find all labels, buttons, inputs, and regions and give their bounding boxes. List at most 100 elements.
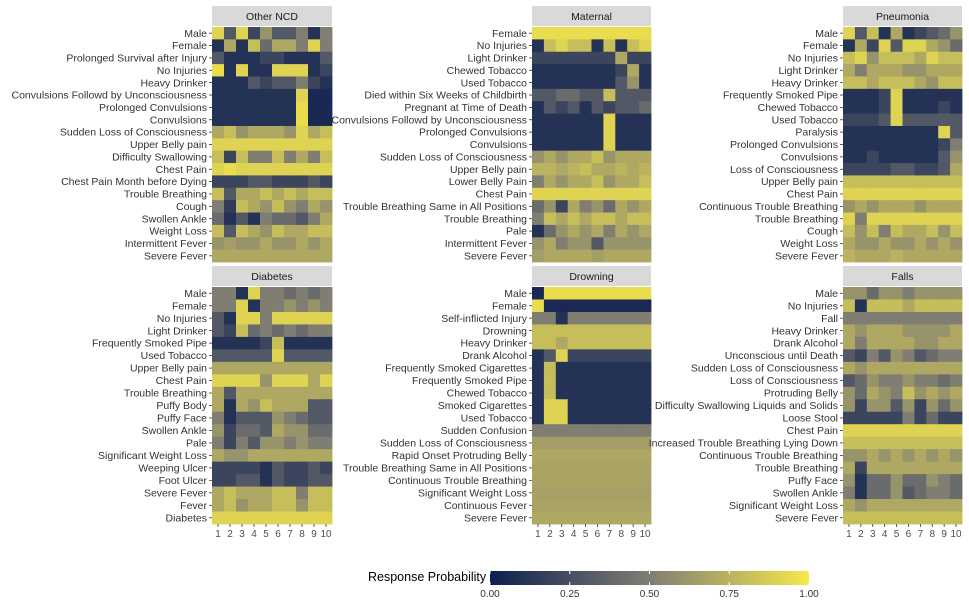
heatmap-cell — [603, 474, 616, 487]
heatmap-cell — [938, 27, 951, 40]
heatmap-cell — [284, 486, 297, 500]
heatmap-cell — [615, 336, 628, 350]
heatmap-cell — [543, 200, 557, 213]
heatmap-cell — [854, 461, 868, 475]
heatmap-cell — [627, 187, 640, 201]
heatmap-cell — [248, 237, 261, 251]
heatmap-cell — [950, 336, 963, 350]
heatmap-cell — [950, 349, 963, 363]
heatmap-cell — [890, 212, 903, 226]
heatmap-cell — [878, 113, 891, 127]
row-label: Unconscious until Death — [725, 350, 838, 362]
heatmap-cell — [615, 175, 628, 189]
row-label: Light Drinker — [467, 53, 527, 65]
heatmap-cell — [224, 324, 237, 338]
heatmap-cell — [902, 76, 915, 90]
heatmap-cell — [843, 175, 856, 189]
heatmap-cell — [950, 76, 963, 90]
heatmap-cell — [212, 138, 225, 152]
heatmap-cell — [878, 88, 891, 102]
heatmap-cell — [567, 138, 580, 152]
heatmap-cell — [567, 374, 580, 388]
row-label: Self-inflicted Injury — [441, 313, 528, 325]
heatmap-cell — [890, 449, 903, 463]
heatmap-cell — [248, 175, 261, 189]
heatmap-cell — [878, 386, 891, 400]
heatmap-cell — [627, 125, 640, 139]
heatmap-cell — [320, 64, 333, 77]
heatmap-cell — [914, 474, 927, 487]
heatmap-cell — [284, 311, 297, 325]
heatmap-cell — [260, 287, 273, 300]
heatmap-cell — [532, 125, 545, 139]
heatmap-cell — [224, 474, 237, 487]
heatmap-cell — [224, 299, 237, 313]
heatmap-cell — [567, 76, 580, 90]
x-tick-label: 9 — [630, 529, 636, 540]
heatmap-cell — [532, 237, 545, 251]
heatmap-cell — [854, 138, 868, 152]
heatmap-cell — [926, 88, 939, 102]
heatmap-cell — [890, 200, 903, 213]
heatmap-cell — [914, 361, 927, 375]
x-tick-label: 4 — [571, 529, 577, 540]
heatmap-cell — [926, 486, 939, 500]
heatmap-cell — [567, 349, 580, 363]
heatmap-cell — [902, 399, 915, 413]
heatmap-cell — [627, 374, 640, 388]
heatmap-cell — [938, 411, 951, 425]
heatmap-cell — [272, 361, 285, 375]
heatmap-cell — [543, 374, 557, 388]
heatmap-cell — [639, 511, 652, 525]
heatmap-cell — [308, 349, 321, 363]
heatmap-cell — [248, 113, 261, 127]
x-tick-label: 10 — [950, 529, 962, 540]
heatmap-cell — [308, 336, 321, 350]
heatmap-cell — [591, 399, 604, 413]
heatmap-cell — [639, 336, 652, 350]
heatmap-cell — [272, 374, 285, 388]
heatmap-cell — [950, 249, 963, 263]
heatmap-cell — [284, 361, 297, 375]
heatmap-cell — [543, 163, 557, 176]
row-label: Lower Belly Pain — [449, 176, 527, 188]
heatmap-cell — [236, 486, 249, 500]
heatmap-cell — [272, 64, 285, 77]
heatmap-cell — [296, 436, 309, 450]
x-tick-label: 3 — [559, 529, 565, 540]
heatmap-cell — [878, 449, 891, 463]
heatmap-cell — [320, 349, 333, 363]
heatmap-cell — [320, 499, 333, 512]
heatmap-cell — [627, 299, 640, 313]
heatmap-cell — [212, 237, 225, 251]
heatmap-cell — [890, 237, 903, 251]
heatmap-cell — [543, 486, 557, 500]
heatmap-cell — [854, 449, 868, 463]
heatmap-cell — [296, 499, 309, 512]
heatmap-cell — [224, 461, 237, 475]
legend-tick-label: 0.50 — [640, 589, 660, 600]
heatmap-cell — [308, 486, 321, 500]
heatmap-cell — [296, 212, 309, 226]
heatmap-cell — [878, 349, 891, 363]
heatmap-cell — [567, 39, 580, 53]
heatmap-cell — [591, 125, 604, 139]
heatmap-cell — [926, 249, 939, 263]
heatmap-cell — [308, 76, 321, 90]
heatmap-cell — [555, 175, 569, 189]
x-tick-label: 5 — [894, 529, 900, 540]
heatmap-cell — [284, 212, 297, 226]
row-label: Frequently Smoked Pipe — [412, 375, 527, 387]
heatmap-cell — [938, 324, 951, 338]
heatmap-cell — [579, 424, 592, 438]
row-label: Upper Belly pain — [761, 176, 838, 188]
heatmap-cell — [603, 349, 616, 363]
heatmap-cell — [603, 461, 616, 475]
heatmap-cell — [854, 324, 868, 338]
heatmap-cell — [272, 138, 285, 152]
heatmap-cell — [248, 249, 261, 263]
heatmap-cell — [950, 287, 963, 300]
heatmap-cell — [567, 287, 580, 300]
row-label: Drank Alcohol — [773, 338, 838, 350]
heatmap-cell — [532, 224, 545, 238]
